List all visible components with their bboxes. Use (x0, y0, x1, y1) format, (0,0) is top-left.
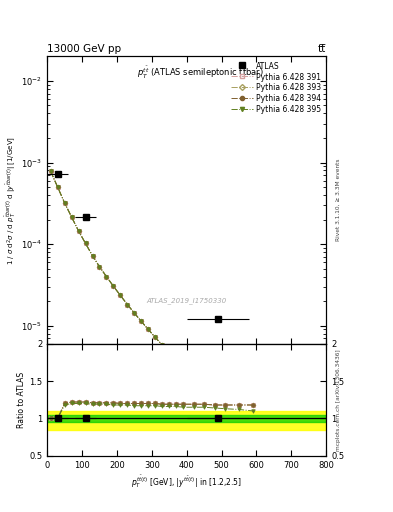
Y-axis label: Ratio to ATLAS: Ratio to ATLAS (17, 372, 26, 428)
Text: ATLAS_2019_I1750330: ATLAS_2019_I1750330 (147, 297, 227, 304)
Text: 13000 GeV pp: 13000 GeV pp (47, 44, 121, 54)
Bar (47, 411, 326, 430)
Y-axis label: 1 / $\sigma$ d$^2\sigma$ / d $p_T^{\bar{t}bar(t)}$ d |$y^{\bar{t}bar(t)}$| [1/Ge: 1 / $\sigma$ d$^2\sigma$ / d $p_T^{\bar{… (4, 136, 18, 265)
Text: $p_T^{t\bar{t}}$ (ATLAS semileptonic ttbar): $p_T^{t\bar{t}}$ (ATLAS semileptonic ttb… (137, 65, 264, 81)
X-axis label: $p^{t\bar{t}(t)}_{T}$ [GeV], |$y^{t\bar{t}(t)}$| in [1.2,2.5]: $p^{t\bar{t}(t)}_{T}$ [GeV], |$y^{t\bar{… (131, 474, 242, 490)
Legend: ATLAS, Pythia 6.428 391, Pythia 6.428 393, Pythia 6.428 394, Pythia 6.428 395: ATLAS, Pythia 6.428 391, Pythia 6.428 39… (230, 60, 322, 116)
Bar (47, 415, 326, 422)
Text: tt̅: tt̅ (318, 44, 326, 54)
Text: Rivet 3.1.10, ≥ 3.3M events: Rivet 3.1.10, ≥ 3.3M events (336, 159, 341, 241)
Text: mcplots.cern.ch [arXiv:1306.3436]: mcplots.cern.ch [arXiv:1306.3436] (336, 349, 341, 451)
